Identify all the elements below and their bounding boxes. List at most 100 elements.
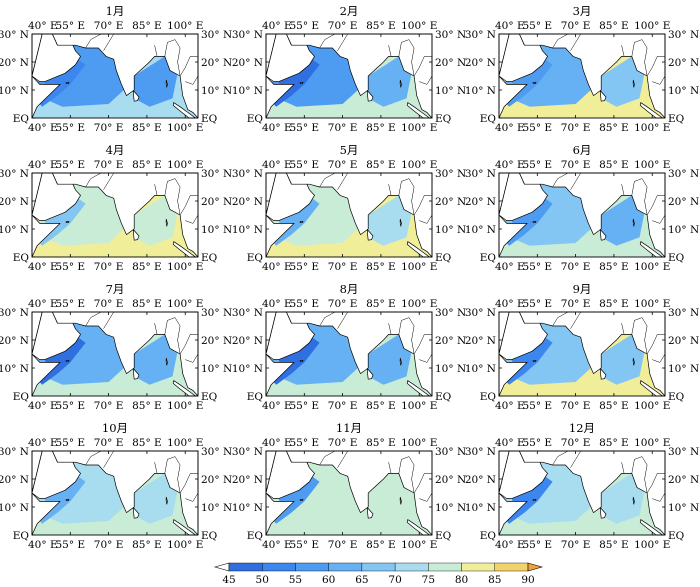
y-tick-label-right: 10° N [435,502,466,514]
x-tick-label-bottom: 70° E [94,122,124,134]
country-border [337,311,348,329]
x-tick-label-bottom: 85° E [599,400,629,412]
panel-title: 6月 [573,143,592,157]
country-border [154,462,158,474]
y-tick-label-right: EQ [668,252,685,264]
bay-of-bengal-field [601,334,645,385]
x-tick-label-top: 85° E [366,298,396,310]
country-border [621,45,625,57]
y-tick-label-right: 20° N [435,57,466,69]
y-tick-label-right: 10° N [201,224,232,236]
y-tick-label-right: 20° N [435,474,466,486]
andaman-land [632,218,635,227]
y-tick-label-right: 10° N [201,85,232,97]
y-tick-label-left: 20° N [465,335,496,347]
x-tick-label-top: 55° E [522,159,552,171]
country-border [552,311,569,327]
country-border [103,172,114,190]
x-tick-label-top: 55° E [55,437,85,449]
country-border [621,462,625,474]
x-tick-label-top: 40° E [495,159,525,171]
y-tick-label-right: EQ [668,113,685,125]
colorbar-tick-label: 65 [355,574,368,586]
colorbar-tick-label: 70 [388,574,401,586]
country-border [185,353,199,363]
y-tick-label-right: 30° N [435,446,466,458]
x-tick-label-top: 70° E [328,159,358,171]
x-tick-label-top: 55° E [289,298,319,310]
x-tick-label-bottom: 85° E [599,539,629,551]
colorbar-swatch [428,562,462,572]
x-tick-label-top: 55° E [289,437,319,449]
x-tick-label-top: 70° E [328,437,358,449]
country-border [646,334,665,355]
panel-frame [498,311,666,397]
country-border [185,492,199,502]
x-tick-label-bottom: 100° E [401,539,437,551]
y-tick-label-right: EQ [201,530,218,542]
panel-title: 12月 [569,421,595,435]
y-tick-label-left: 20° N [0,335,29,347]
y-tick-label-left: 30° N [232,446,263,458]
panel-frame [265,33,433,119]
x-tick-label-bottom: 40° E [495,122,525,134]
country-border [179,56,198,77]
panel-title: 4月 [106,143,125,157]
y-tick-label-left: EQ [247,252,264,264]
x-tick-label-bottom: 70° E [561,122,591,134]
y-tick-label-right: 10° N [201,502,232,514]
y-tick-label-left: 10° N [232,85,263,97]
socotra-land [299,82,304,84]
x-tick-label-top: 100° E [634,437,670,449]
x-tick-label-top: 85° E [132,20,162,32]
y-tick-label-left: EQ [13,252,30,264]
y-tick-label-left: 30° N [232,307,263,319]
x-tick-label-top: 40° E [262,159,292,171]
y-tick-label-right: 30° N [668,168,699,180]
x-tick-label-bottom: 70° E [561,400,591,412]
y-tick-label-left: 20° N [0,196,29,208]
country-border [103,311,114,329]
country-border [419,214,433,224]
y-tick-label-left: 30° N [232,29,263,41]
country-border [631,178,648,216]
colorbar-tick-label: 90 [521,574,534,586]
x-tick-label-bottom: 70° E [328,261,358,273]
y-tick-label-left: 10° N [465,85,496,97]
x-tick-label-top: 100° E [167,20,203,32]
y-tick-label-right: 20° N [201,335,232,347]
country-border [419,492,433,502]
y-tick-label-right: 20° N [668,474,699,486]
y-tick-label-right: 20° N [668,57,699,69]
y-tick-label-right: 10° N [668,502,699,514]
socotra-land [532,360,537,362]
x-tick-label-bottom: 85° E [366,539,396,551]
socotra-land [299,499,304,501]
x-tick-label-top: 70° E [561,20,591,32]
x-tick-label-top: 100° E [401,20,437,32]
x-tick-label-bottom: 70° E [328,539,358,551]
andaman-land [165,496,168,505]
colorbar-under-arrow [213,562,230,572]
y-tick-label-right: 30° N [201,168,232,180]
asia-land [52,33,199,119]
y-tick-label-left: 20° N [465,474,496,486]
asia-land [519,33,666,119]
y-tick-label-left: 10° N [465,224,496,236]
y-tick-label-right: EQ [668,391,685,403]
x-tick-label-top: 70° E [94,159,124,171]
x-tick-label-top: 70° E [561,298,591,310]
andaman-land [399,357,402,366]
country-border [398,178,415,216]
x-tick-label-bottom: 40° E [495,400,525,412]
y-tick-label-right: 30° N [201,307,232,319]
country-border [388,184,392,196]
colorbar-swatch [228,562,263,572]
country-border [398,39,415,77]
sri-lanka-land [133,229,140,241]
asia-land [52,172,199,258]
x-tick-label-bottom: 70° E [94,261,124,273]
country-border [413,195,432,216]
